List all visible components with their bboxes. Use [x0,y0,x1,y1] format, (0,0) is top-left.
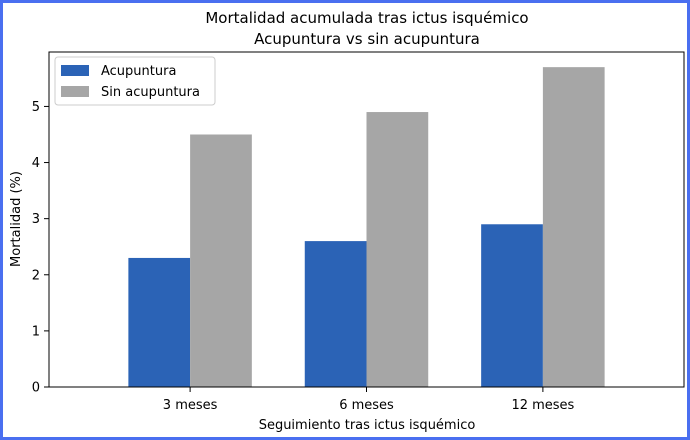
legend-label-acupuntura: Acupuntura [101,64,176,79]
bar-sin-acupuntura-0 [190,134,252,387]
legend-box [54,56,216,106]
legend-swatch-acupuntura [61,65,89,76]
legend-label-sin-acupuntura: Sin acupuntura [101,85,200,100]
x-tick-label: 12 meses [511,398,574,413]
legend-swatch-sin-acupuntura [61,86,89,97]
y-tick-label: 5 [32,100,40,115]
chart-title-line1: Mortalidad acumulada tras ictus isquémic… [205,9,528,27]
bar-acupuntura-0 [128,257,191,387]
y-tick-label: 3 [32,212,40,227]
y-axis-label: Mortalidad (%) [9,171,24,267]
x-axis: 3 meses 6 meses 12 meses [163,387,575,413]
bar-acupuntura-1 [304,241,367,387]
y-tick-label: 1 [32,324,40,339]
y-axis: 0 1 2 3 4 5 [32,100,49,396]
bar-sin-acupuntura-1 [366,112,429,388]
y-tick-label: 0 [32,381,40,396]
x-tick-label: 3 meses [163,398,218,413]
bars-group [128,67,605,388]
y-tick-label: 4 [32,156,40,171]
y-tick-label: 2 [32,268,40,283]
x-tick-label: 6 meses [339,398,394,413]
plot-area-border [48,51,685,388]
bar-sin-acupuntura-2 [542,67,605,387]
legend: Acupuntura Sin acupuntura [54,56,216,106]
x-axis-label: Seguimiento tras ictus isquémico [259,418,476,433]
chart-title-line2: Acupuntura vs sin acupuntura [254,30,480,48]
bar-acupuntura-2 [481,224,543,387]
